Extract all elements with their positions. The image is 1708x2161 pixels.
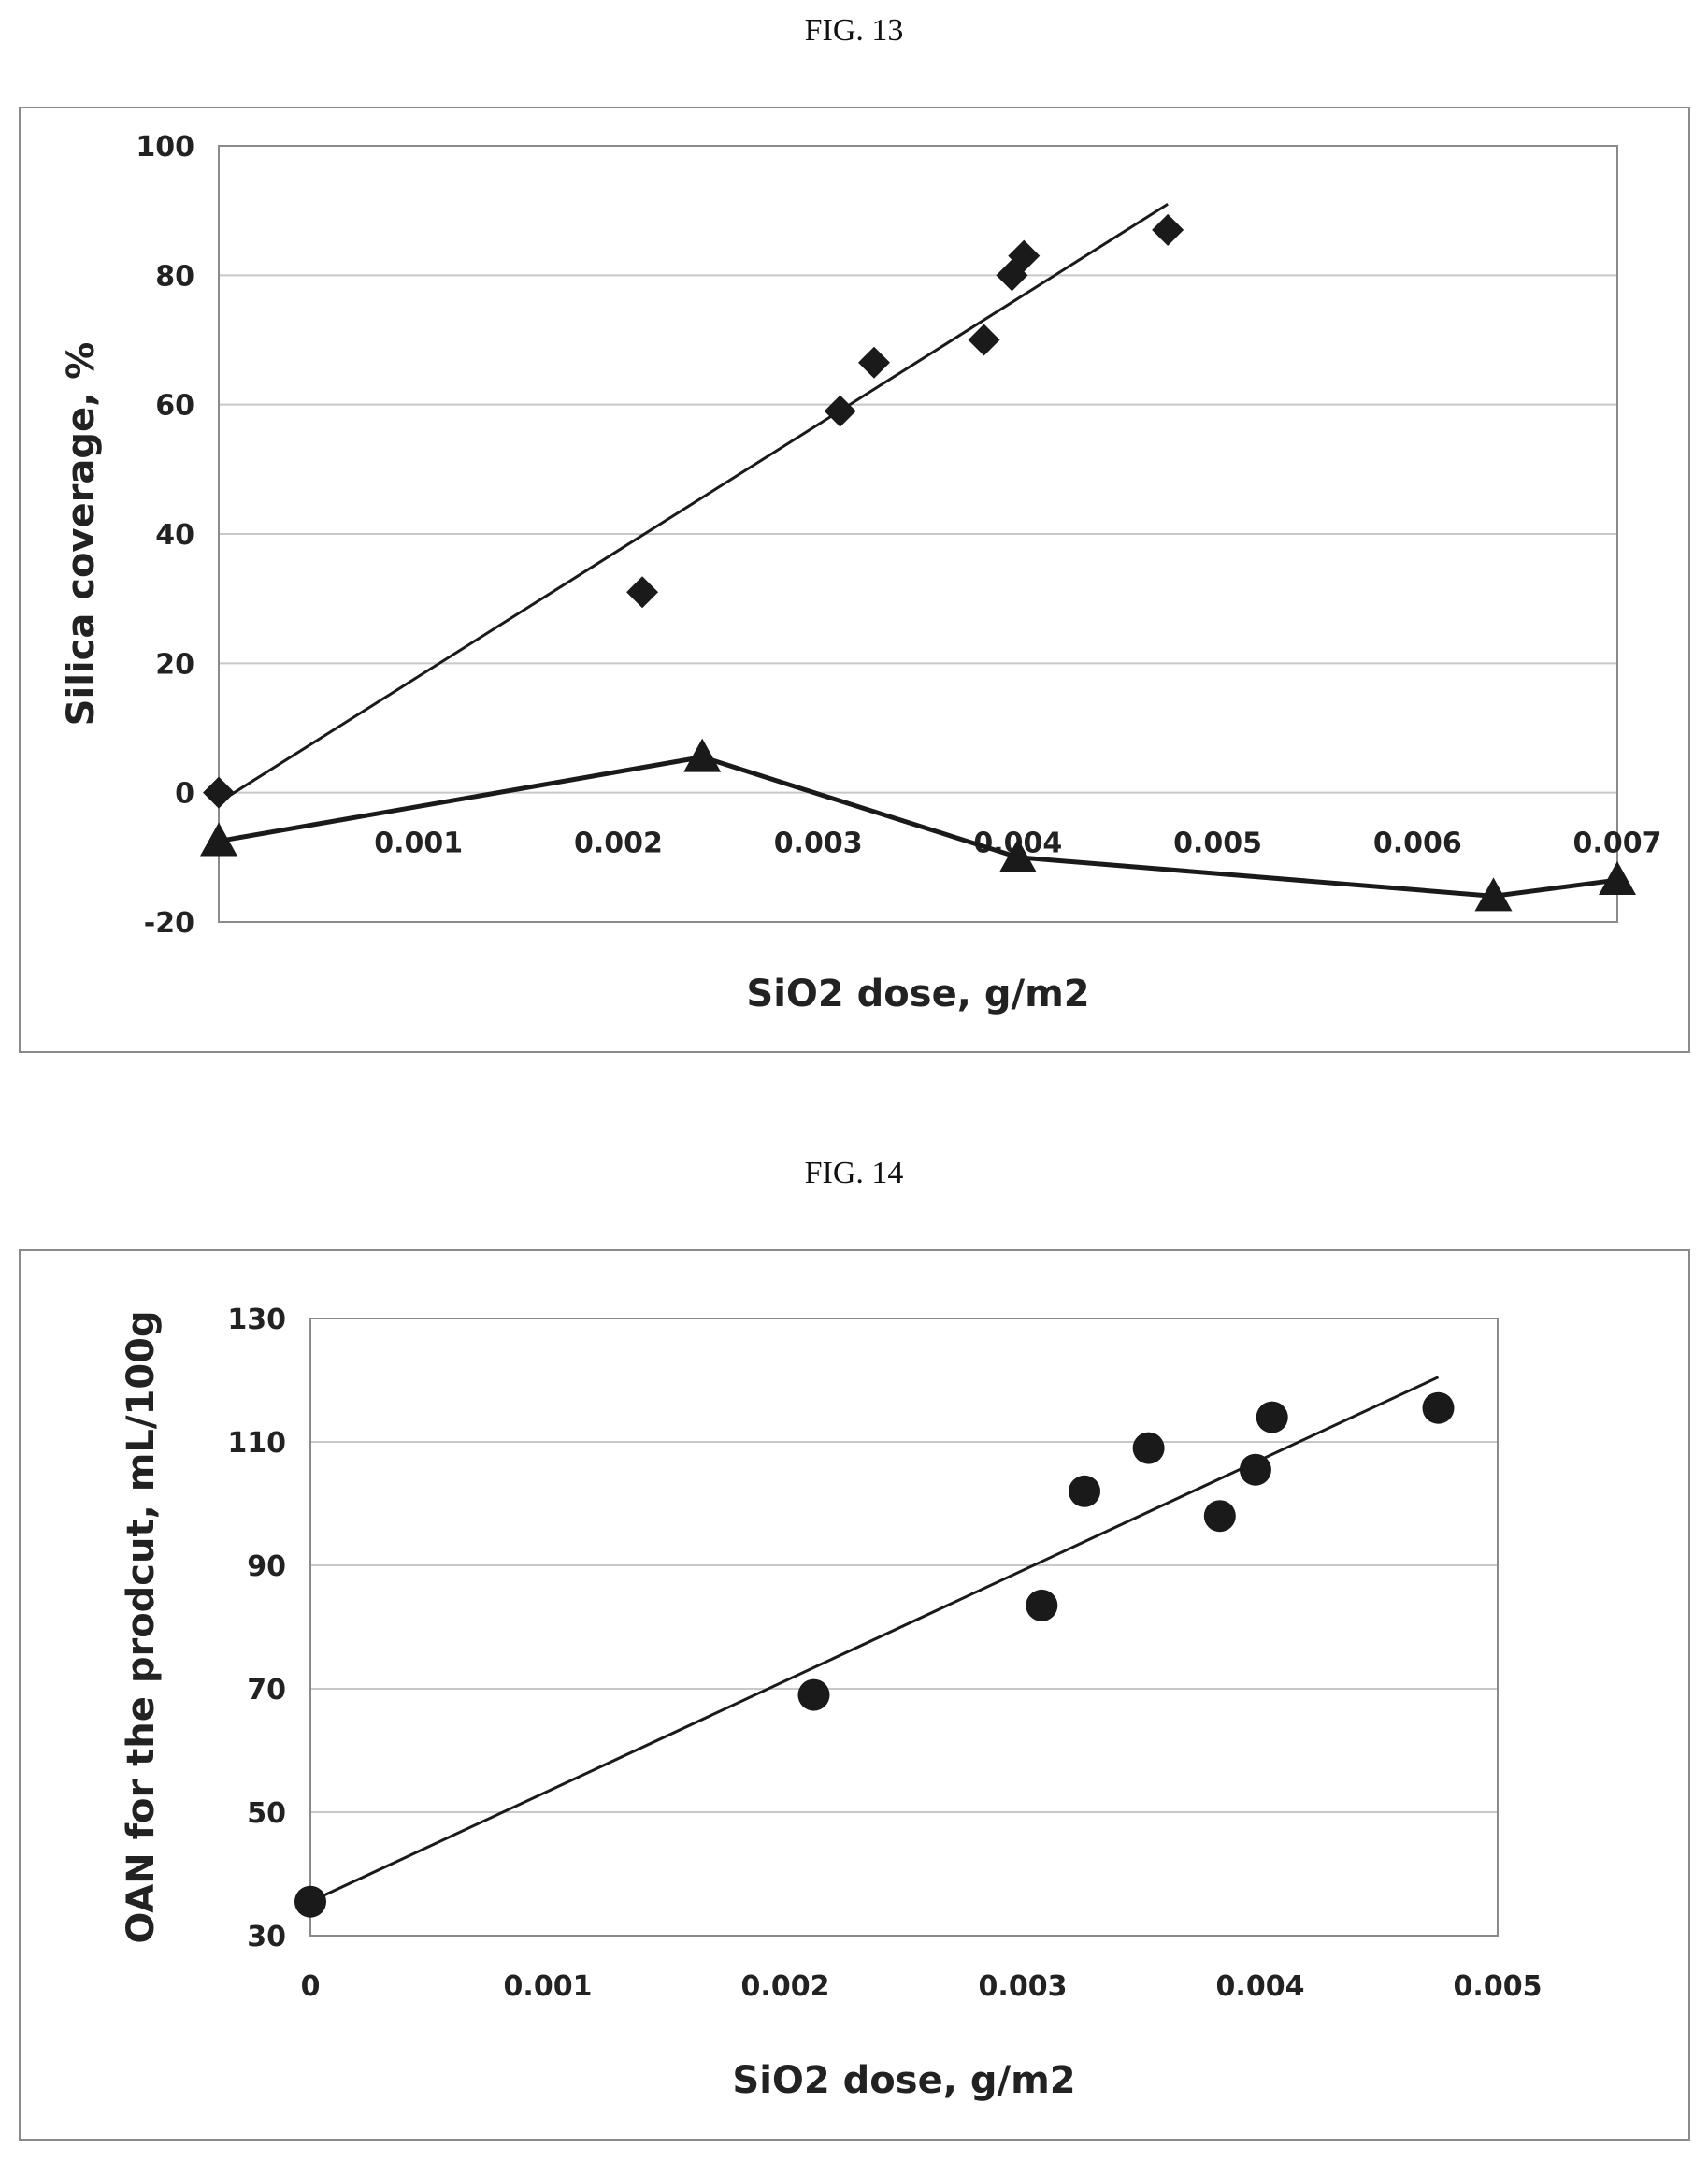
chart-13-frame: 100806040200-200.0010.0020.0030.0040.005… (19, 107, 1690, 1053)
triangle-marker (683, 738, 722, 772)
triangle-marker (1599, 861, 1636, 896)
circle-marker (1239, 1453, 1271, 1486)
y-tick-label: 110 (227, 1427, 286, 1460)
x-tick-label: 0.001 (504, 1970, 593, 2003)
x-tick-label: 0.004 (1216, 1970, 1305, 2003)
y-tick-label: 100 (136, 131, 194, 164)
trendline (309, 1376, 1440, 1904)
diamond-marker (857, 346, 890, 379)
x-axis-title: SiO2 dose, g/m2 (746, 972, 1089, 1016)
triangle-marker (998, 838, 1037, 872)
y-tick-label: 70 (247, 1674, 286, 1707)
trendline (218, 202, 1169, 804)
y-tick-label: 50 (247, 1797, 286, 1830)
x-tick-label: 0.006 (1373, 828, 1462, 860)
diamond-marker (824, 395, 856, 427)
x-tick-label: 0.003 (979, 1970, 1068, 2003)
y-tick-label: 20 (155, 648, 194, 681)
diamond-marker (996, 259, 1028, 292)
y-tick-label: 90 (247, 1550, 286, 1583)
chart-14-frame: 130 110 90 70 50 30 0 0.001 0.002 0.003 0.004 0.005… (19, 1249, 1690, 2141)
y-tick-label: 30 (247, 1921, 286, 1953)
y-tick-label: 80 (155, 260, 194, 293)
x-tick-label: 0.005 (1454, 1970, 1543, 2003)
x-tick-label: 0.002 (574, 828, 663, 860)
triangle-marker (1474, 877, 1513, 912)
figure-14-label: FIG. 14 (804, 1156, 904, 1190)
x-tick-label: 0.007 (1573, 828, 1662, 860)
chart-13: 100806040200-200.0010.0020.0030.0040.005… (60, 131, 1662, 1016)
y-tick-label: 0 (175, 778, 194, 811)
diamond-marker (1152, 213, 1184, 246)
chart-14: 130 110 90 70 50 30 0 0.001 0.002 0.003 0.004 0.005… (120, 1304, 1543, 2102)
x-tick-label: 0 (301, 1970, 321, 2003)
x-tick-label: 0.002 (741, 1970, 830, 2003)
circle-marker (1132, 1432, 1165, 1464)
x-tick-label: 0.001 (374, 828, 463, 860)
circle-marker (294, 1885, 326, 1918)
circle-marker (1026, 1589, 1058, 1621)
x-tick-label: 0.005 (1173, 828, 1262, 860)
circle-marker (797, 1678, 830, 1711)
y-tick-label: 60 (155, 390, 194, 423)
y-tick-label: -20 (144, 907, 194, 940)
circle-marker (1203, 1500, 1236, 1533)
x-axis-title: SiO2 dose, g/m2 (732, 2059, 1075, 2102)
diamond-marker (203, 776, 235, 809)
diamond-marker (968, 324, 1000, 356)
y-axis-title: OAN for the prodcut, mL/100g (120, 1310, 163, 1943)
y-tick-label: 130 (227, 1304, 286, 1336)
circle-marker (1069, 1475, 1101, 1507)
plot-area (218, 145, 1618, 923)
diamond-marker (1008, 239, 1041, 272)
figure-13-label: FIG. 13 (804, 13, 904, 48)
plot-area (309, 1318, 1499, 1937)
circle-marker (1422, 1391, 1455, 1424)
x-tick-label: 0.003 (774, 828, 863, 860)
y-axis-title: Silica coverage, % (60, 342, 103, 727)
diamond-marker (626, 576, 659, 609)
y-tick-label: 40 (155, 519, 194, 552)
triangle-marker (200, 822, 237, 857)
circle-marker (1256, 1401, 1288, 1433)
